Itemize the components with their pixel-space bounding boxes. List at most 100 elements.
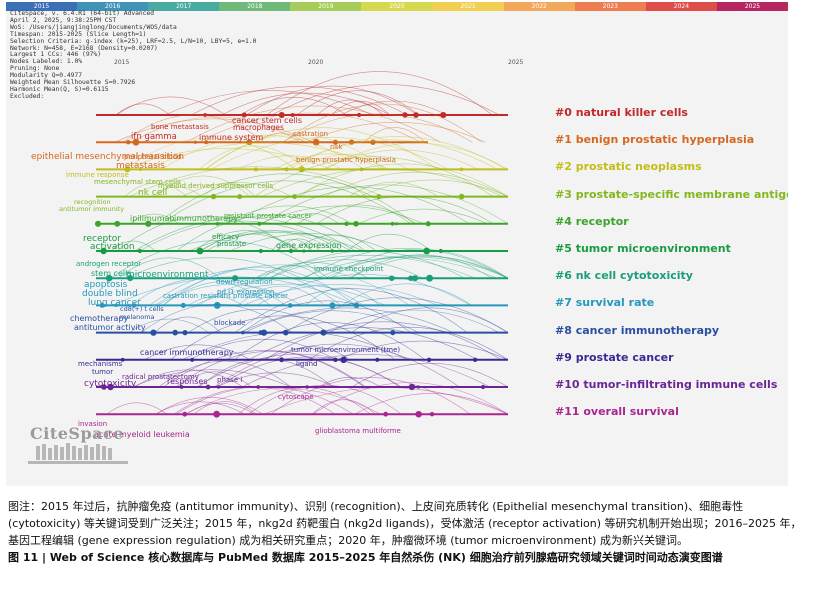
co-occurrence-arc	[204, 127, 438, 170]
keyword-node	[150, 329, 157, 336]
year-swatch: 2022	[503, 2, 575, 11]
keyword-label: stem cells	[91, 269, 132, 278]
parameter-line: Timespan: 2015-2025 (Slice Length=1)	[10, 30, 147, 38]
keyword-node	[390, 221, 395, 226]
keyword-label: responses	[167, 377, 208, 386]
co-occurrence-arc	[308, 326, 509, 361]
cluster-timeline	[96, 156, 509, 200]
co-occurrence-arc	[160, 180, 412, 225]
co-occurrence-arc	[188, 309, 329, 333]
keyword-node	[132, 138, 140, 146]
co-occurrence-arc	[296, 90, 420, 116]
co-occurrence-arc	[283, 103, 482, 143]
keyword-node	[94, 220, 102, 227]
keyword-node	[429, 412, 435, 417]
co-occurrence-arc	[346, 233, 432, 252]
co-occurrence-arc	[294, 153, 409, 170]
keyword-node	[395, 222, 399, 226]
co-occurrence-arc	[330, 248, 509, 279]
co-occurrence-arc	[129, 318, 210, 333]
keyword-node	[376, 194, 382, 200]
co-occurrence-arc	[115, 96, 226, 116]
co-occurrence-arc	[255, 254, 476, 279]
keyword-label: castration resistant prostate cancer	[163, 292, 289, 300]
co-occurrence-arc	[303, 247, 509, 279]
co-occurrence-arc	[176, 215, 366, 252]
keyword-node	[390, 330, 395, 335]
keyword-label: ipilimumab	[130, 214, 175, 223]
co-occurrence-arc	[194, 230, 298, 252]
keyword-label: nk cell	[138, 188, 168, 198]
keyword-node	[302, 249, 306, 253]
keyword-node	[241, 330, 245, 335]
co-occurrence-arc	[114, 118, 314, 143]
keyword-label: cancer immunotherapy	[140, 348, 234, 357]
co-occurrence-arc	[271, 238, 313, 252]
keyword-node	[127, 275, 134, 282]
keyword-node	[383, 411, 389, 417]
co-occurrence-arc	[224, 205, 353, 225]
keyword-node	[145, 220, 152, 227]
parameter-line: Modularity Q=0.4977	[10, 72, 83, 80]
axis-year-label: 2015	[114, 59, 129, 66]
keyword-node	[415, 410, 422, 418]
co-occurrence-arc	[296, 163, 509, 197]
co-occurrence-arc	[305, 287, 380, 306]
keyword-label: ifn gamma	[131, 132, 177, 142]
keyword-node	[101, 384, 107, 390]
co-occurrence-arc	[229, 233, 392, 252]
keyword-node	[253, 167, 258, 172]
co-occurrence-arc	[112, 276, 357, 306]
keyword-node	[413, 112, 419, 118]
co-occurrence-arc	[328, 309, 500, 333]
keyword-label: risk	[330, 143, 343, 151]
co-occurrence-arc	[359, 179, 509, 197]
co-occurrence-arc	[210, 137, 449, 170]
co-occurrence-arc	[124, 182, 188, 197]
co-occurrence-arc	[271, 84, 500, 116]
keyword-label: melanoma	[120, 313, 155, 321]
keyword-node	[458, 193, 465, 200]
co-occurrence-arc	[242, 300, 412, 333]
co-occurrence-arc	[130, 278, 271, 306]
co-occurrence-arc	[193, 401, 257, 415]
keyword-label: mechanisms	[78, 360, 123, 368]
co-occurrence-arc	[325, 255, 509, 279]
co-occurrence-arc	[189, 339, 337, 361]
cluster-label: #4 receptor	[555, 214, 629, 228]
co-occurrence-arc	[317, 256, 509, 279]
parameter-line: April 2, 2025, 9:38:25PM CST	[10, 16, 117, 24]
cluster-label: #5 tumor microenvironment	[555, 242, 731, 255]
parameter-line: WoS: /Users/jiangjinglong/Documents/WOS/…	[10, 23, 177, 31]
year-swatch: 2020	[361, 2, 433, 11]
cluster-timeline	[96, 264, 508, 309]
co-occurrence-arc	[155, 175, 251, 197]
keyword-node	[131, 303, 137, 308]
co-occurrence-arc	[322, 149, 479, 170]
co-occurrence-arc	[188, 295, 243, 306]
year-swatch: 2024	[645, 2, 717, 11]
parameter-line: Selection Criteria: g-index (k=25), LRF=…	[10, 37, 257, 45]
keyword-node	[196, 247, 204, 255]
figure-caption: 图注：2015 年过后，抗肿瘤免疫 (antitumor immunity)、识…	[8, 500, 802, 547]
co-occurrence-arc	[237, 387, 371, 415]
axis-year-label: 2020	[308, 59, 323, 66]
keyword-label: immune response	[66, 171, 129, 179]
keyword-label: cd8(+) t cells	[120, 305, 164, 313]
keyword-label: immune system	[199, 133, 264, 142]
year-swatch: 2025	[716, 2, 788, 11]
co-occurrence-arc	[175, 351, 366, 388]
keyword-node	[204, 140, 209, 145]
co-occurrence-arc	[311, 399, 376, 415]
co-occurrence-arc	[341, 283, 473, 306]
co-occurrence-arc	[349, 254, 492, 279]
co-occurrence-arc	[213, 343, 460, 388]
keyword-label: ligand	[296, 360, 318, 368]
parameter-line: Harmonic Mean(Q, S)=0.6115	[10, 85, 109, 93]
keyword-node	[190, 357, 195, 362]
logo-books-icon	[28, 443, 128, 464]
parameter-line: Pruning: None	[10, 65, 60, 73]
keyword-label: immune checkpoint	[314, 265, 384, 273]
keyword-label: cytotoxicity	[84, 379, 137, 389]
cluster-label: #2 prostatic neoplasms	[555, 160, 702, 174]
